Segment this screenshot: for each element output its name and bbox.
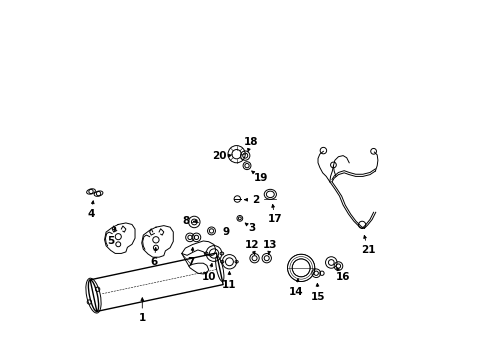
- Text: 16: 16: [335, 272, 349, 282]
- Text: 12: 12: [244, 239, 258, 249]
- Text: 7: 7: [187, 257, 195, 267]
- Text: 1: 1: [139, 313, 145, 323]
- Text: 10: 10: [201, 272, 215, 282]
- Text: 5: 5: [107, 236, 115, 246]
- Text: 2: 2: [251, 195, 258, 205]
- Text: 19: 19: [253, 173, 267, 183]
- Text: 20: 20: [212, 150, 226, 161]
- Text: 13: 13: [263, 239, 277, 249]
- Text: 9: 9: [222, 227, 229, 237]
- Text: 21: 21: [360, 245, 375, 255]
- Text: 6: 6: [150, 257, 158, 267]
- Text: 8: 8: [183, 216, 190, 226]
- Text: 3: 3: [247, 224, 255, 233]
- Text: 17: 17: [267, 215, 282, 224]
- Text: 18: 18: [243, 138, 258, 147]
- Text: 4: 4: [87, 209, 95, 219]
- Text: 15: 15: [310, 292, 325, 302]
- Text: 11: 11: [222, 280, 236, 290]
- Text: 14: 14: [288, 287, 303, 297]
